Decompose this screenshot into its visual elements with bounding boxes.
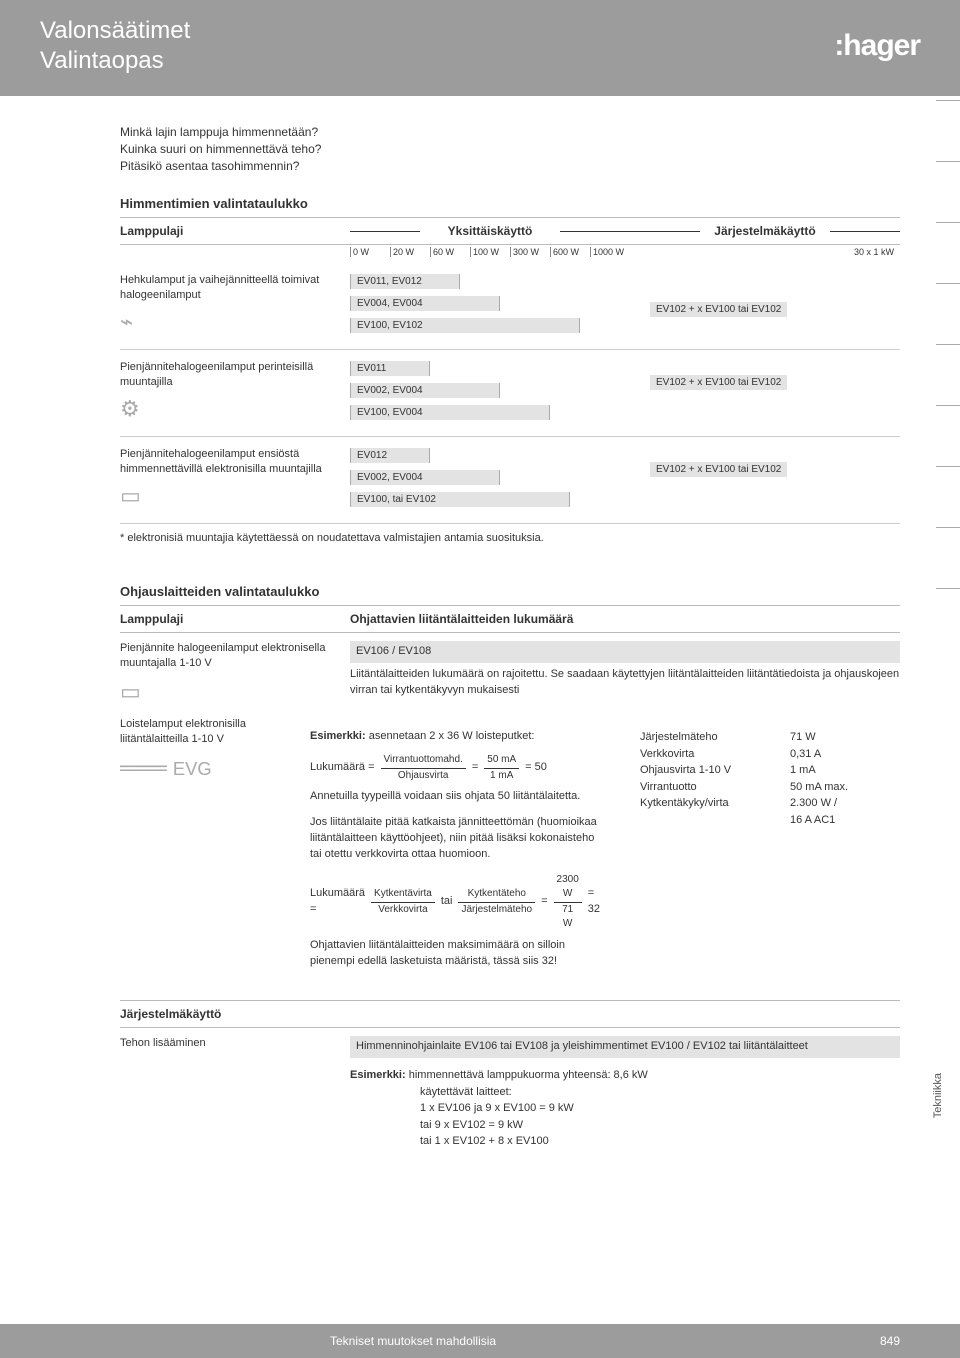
title-line-1: Valonsäätimet	[40, 16, 190, 46]
note2: Jos liitäntälaite pitää katkaista jännit…	[310, 815, 600, 863]
control-table-title: Ohjauslaitteiden valintataulukko	[120, 584, 900, 599]
bulb-icon: ⌁	[120, 308, 133, 337]
col-lamp-label: Lamppulaji	[120, 218, 350, 244]
intro-block: Minkä lajin lamppuja himmennetään? Kuink…	[120, 124, 900, 174]
single-scale: 0 W 20 W 60 W 100 W 300 W 600 W 1000 W	[350, 245, 630, 263]
formula-1: Lukumäärä = Virrantuottomahd.Ohjausvirta…	[310, 753, 600, 783]
control-row-2: Loistelamput elektronisilla liitäntälait…	[120, 717, 900, 980]
edge-tabs	[936, 100, 960, 649]
row2-desc: Loistelamput elektronisilla liitäntälait…	[120, 717, 296, 747]
col-system-label: Järjestelmäkäyttö	[630, 218, 900, 244]
intro-l1: Minkä lajin lamppuja himmennetään?	[120, 124, 520, 141]
formula-2: Lukumäärä = KytkentävirtaVerkkovirta tai…	[310, 873, 600, 932]
col-single-label: Yksittäiskäyttö	[350, 218, 630, 244]
row1-bar: EV106 / EV108	[350, 641, 900, 663]
control-row-1: Pienjännite halogeenilamput elektronisel…	[120, 641, 900, 709]
ex-label: Esimerkki:	[350, 1069, 406, 1081]
intro-l3: Pitäsikö asentaa tasohimmennin?	[120, 158, 520, 175]
dimmer-table-title: Himmentimien valintataulukko	[120, 196, 900, 211]
row3-bar: Himmenninohjainlaite EV106 tai EV108 ja …	[350, 1036, 900, 1058]
lamp-row-0: Hehkulamput ja vaihejännitteellä toimiva…	[120, 263, 900, 350]
fluorescent-icon: ═══ EVG	[120, 753, 212, 783]
control-section: Ohjauslaitteiden valintataulukko Lamppul…	[120, 584, 900, 1149]
dimmer-table-head: Lamppulaji Yksittäiskäyttö Järjestelmäkä…	[120, 217, 900, 245]
lamp-desc: Hehkulamput ja vaihejännitteellä toimiva…	[120, 273, 338, 302]
title-line-2: Valintaopas	[40, 46, 190, 76]
lamp-row-2: Pienjännitehalogeenilamput ensiöstä himm…	[120, 437, 900, 524]
kv-list: Järjestelmäteho71 W Verkkovirta0,31 A Oh…	[640, 729, 900, 828]
dimmer-footnote: * elektronisiä muuntajia käytettäessä on…	[120, 532, 900, 544]
page-header: Valonsäätimet Valintaopas :hager	[0, 0, 960, 96]
example-text: asennetaan 2 x 36 W loisteputket:	[369, 730, 535, 742]
note3: Ohjattavien liitäntälaitteiden maksimimä…	[310, 938, 600, 970]
page-footer: Tekniset muutokset mahdollisia 849	[0, 1324, 960, 1358]
lamp-row-1: Pienjännitehalogeenilamput perinteisillä…	[120, 350, 900, 437]
system-head: Järjestelmäkäyttö	[120, 1000, 900, 1028]
intro-l2: Kuinka suuri on himmennettävä teho?	[120, 141, 520, 158]
brand-logo: :hager	[834, 29, 920, 63]
control-head: Lamppulaji Ohjattavien liitäntälaitteide…	[120, 605, 900, 633]
footer-text: Tekniset muutokset mahdollisia	[330, 1334, 496, 1348]
page: Valonsäätimet Valintaopas :hager Minkä l…	[0, 0, 960, 1358]
lamp-desc: Pienjännitehalogeenilamput ensiöstä himm…	[120, 447, 338, 476]
footer-page: 849	[880, 1334, 900, 1348]
content: Minkä lajin lamppuja himmennetään? Kuink…	[0, 96, 960, 1150]
control-row-3: Tehon lisääminen Himmenninohjainlaite EV…	[120, 1036, 900, 1150]
header-titles: Valonsäätimet Valintaopas	[40, 16, 190, 76]
row3-desc: Tehon lisääminen	[120, 1036, 350, 1150]
scale-row: 0 W 20 W 60 W 100 W 300 W 600 W 1000 W 3…	[120, 245, 900, 263]
note1: Annetuilla tyypeillä voidaan siis ohjata…	[310, 789, 600, 805]
row1-desc: Pienjännite halogeenilamput elektronisel…	[120, 641, 336, 671]
transformer-icon: ⚙	[120, 395, 140, 424]
col-count: Ohjattavien liitäntälaitteiden lukumäärä	[350, 606, 900, 632]
col-lamp: Lamppulaji	[120, 606, 350, 632]
example-label: Esimerkki:	[310, 730, 366, 742]
row1-text: Liitäntälaitteiden lukumäärä on rajoitet…	[350, 667, 900, 699]
system-scale: 30 x 1 kW	[630, 245, 900, 263]
lamp-desc: Pienjännitehalogeenilamput perinteisillä…	[120, 360, 338, 389]
electronic-transformer-icon: ▭	[120, 482, 141, 511]
side-tab-label: Tekniikka	[932, 1073, 944, 1118]
lamp-icon: ▭	[120, 677, 141, 707]
